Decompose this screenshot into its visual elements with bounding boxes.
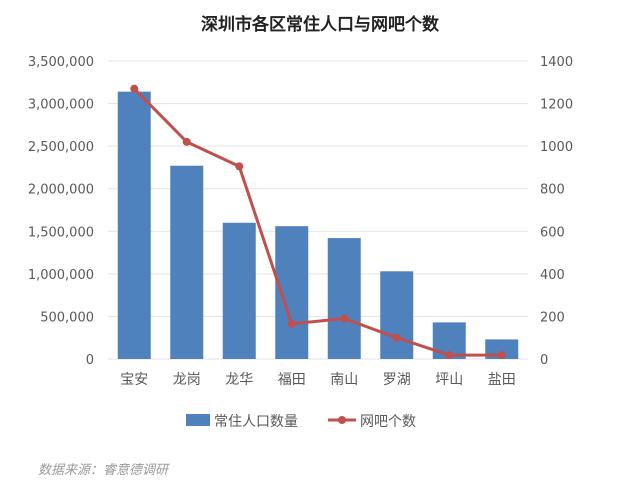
y-left-tick-label: 3,500,000 (28, 55, 94, 70)
y-right-tick-label: 1400 (540, 55, 573, 70)
line-series (133, 87, 502, 357)
chart-title: 深圳市各区常住人口与网吧个数 (201, 14, 440, 35)
x-tick-label: 南山 (330, 372, 358, 388)
line-point (182, 137, 191, 146)
y-right-tick-label: 0 (540, 353, 548, 368)
y-right-tick-label: 800 (540, 183, 565, 198)
x-tick-label: 坪山 (435, 372, 463, 388)
y-left-tick-label: 3,000,000 (28, 98, 94, 113)
y-left-tick-label: 0 (86, 353, 94, 368)
y-right-tick-label: 1000 (540, 140, 573, 155)
legend-label: 常住人口数量 (214, 414, 298, 430)
y-left-tick-label: 2,500,000 (28, 140, 94, 155)
bar (327, 238, 361, 359)
line-point (287, 319, 296, 328)
x-tick-label: 宝安 (120, 372, 148, 388)
line-point (497, 351, 506, 360)
line-point (445, 351, 454, 360)
bar (170, 165, 204, 359)
legend-marker (338, 416, 346, 424)
bar (117, 91, 151, 359)
x-tick-label: 龙华 (225, 372, 253, 388)
line-point (235, 162, 244, 171)
y-right-tick-label: 400 (540, 268, 565, 283)
x-tick-label: 罗湖 (383, 372, 411, 388)
x-tick-label: 龙岗 (173, 372, 201, 388)
y-left-tick-label: 2,000,000 (28, 183, 94, 198)
y-left-tick-label: 500,000 (40, 310, 94, 325)
y-right-tick-label: 200 (540, 310, 565, 325)
line-point (340, 314, 349, 323)
y-left-tick-label: 1,500,000 (28, 225, 94, 240)
line-point (392, 333, 401, 342)
bar (222, 222, 256, 359)
legend-swatch-bar (186, 414, 210, 426)
legend-label: 网吧个数 (360, 414, 416, 430)
y-right-tick-label: 1200 (540, 98, 573, 113)
x-tick-label: 盐田 (488, 372, 516, 388)
line-point (130, 84, 139, 93)
x-tick-label: 福田 (278, 372, 306, 388)
y-right-tick-label: 600 (540, 225, 565, 240)
y-left-tick-label: 1,000,000 (28, 268, 94, 283)
bar (380, 271, 414, 359)
source-note: 数据来源：睿意德调研 (38, 462, 170, 478)
